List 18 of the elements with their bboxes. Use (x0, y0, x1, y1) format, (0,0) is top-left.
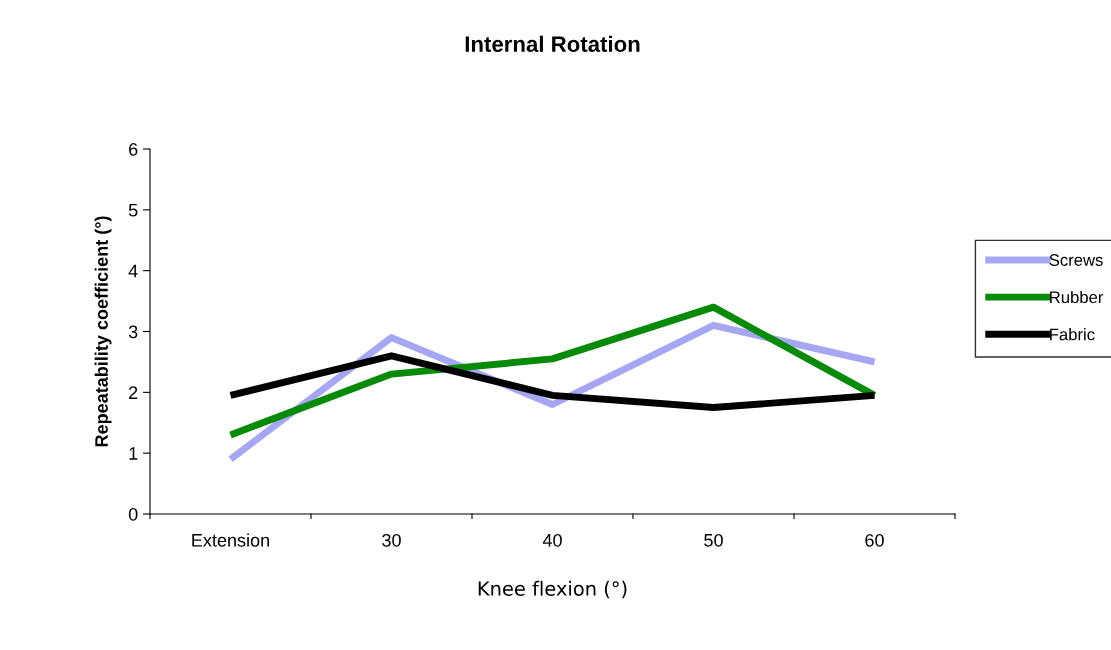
x-tick-label: 60 (865, 533, 884, 547)
legend-label: Screws (1049, 254, 1103, 266)
legend-label: Rubber (1050, 290, 1104, 304)
y-tick-label: 1 (129, 447, 138, 460)
x-tick-label: 30 (382, 533, 401, 547)
y-tick-label: 6 (129, 142, 138, 156)
y-tick-label: 3 (128, 325, 138, 339)
y-axis-title: Repeatability coefficient (°) (94, 216, 112, 447)
x-tick-label: Extension (192, 533, 269, 547)
y-tick-label: 0 (128, 507, 138, 521)
x-tick-label: 40 (542, 533, 562, 547)
legend-label: Fabric (1050, 328, 1095, 341)
y-tick-label: 2 (129, 386, 138, 399)
x-axis-title: Knee flexion (°) (478, 580, 627, 599)
x-tick-label: 50 (704, 533, 723, 547)
y-tick-label: 4 (128, 264, 138, 278)
chart-title: Internal Rotation (465, 35, 640, 52)
y-tick-label: 5 (128, 203, 138, 217)
